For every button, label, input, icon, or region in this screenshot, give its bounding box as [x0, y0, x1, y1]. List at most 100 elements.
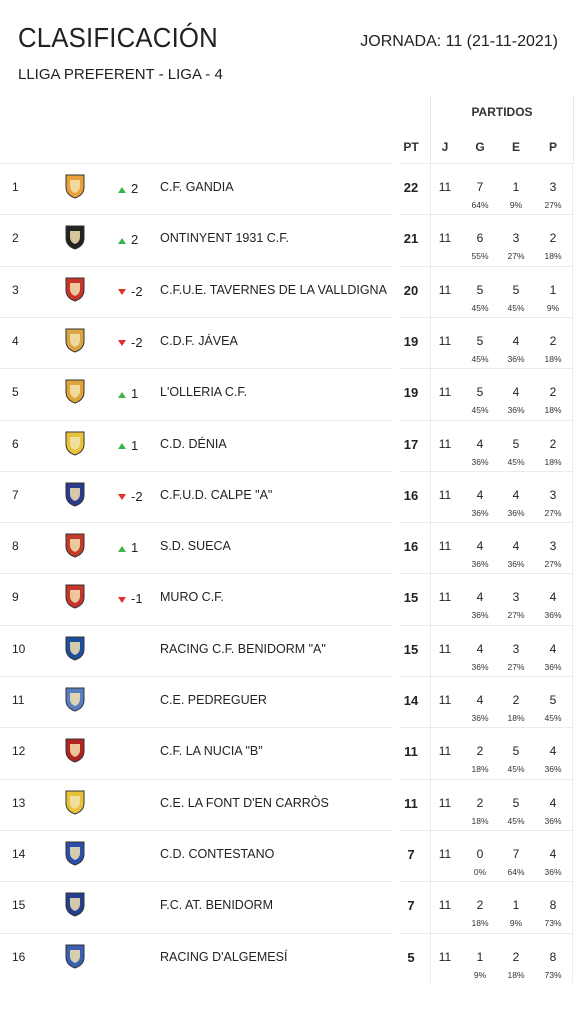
table-row[interactable]: 14 C.D. CONTESTANO 7 11 0 7 4 0% 64% 36% — [0, 829, 578, 881]
table-row[interactable]: 7 -2 C.F.U.D. CALPE "A" 16 11 4 4 3 36% 36% 27% — [0, 470, 578, 522]
table-row[interactable]: 12 C.F. LA NUCIA "B" 11 11 2 5 4 18% 45% 36% — [0, 727, 578, 778]
points-value: 11 — [404, 795, 418, 811]
drawn-value: 4 — [512, 487, 520, 502]
points-value: 20 — [403, 282, 419, 298]
won-percent: 36% — [471, 713, 489, 723]
lost-value: 3 — [549, 180, 557, 194]
team-name: ONTINYENT 1931 C.F. — [160, 231, 289, 246]
drawn-value: 5 — [512, 282, 520, 297]
table-row[interactable]: 3 -2 C.F.U.E. TAVERNES DE LA VALLDIGNA 20 11… — [0, 265, 578, 317]
position-change: -2 — [118, 284, 143, 299]
table-row[interactable]: 11 C.E. PEDREGUER 14 11 4 2 5 36% 18% 45% — [0, 676, 578, 727]
row-divider — [0, 470, 393, 472]
position-change: 1 — [118, 386, 138, 401]
table-row[interactable]: 6 1 C.D. DÉNIA 17 11 4 5 2 36% 45% 18% — [0, 419, 578, 471]
table-row[interactable]: 2 2 ONTINYENT 1931 C.F. 21 11 6 3 2 55% 27% 18% — [0, 214, 578, 265]
position-number: 11 — [12, 693, 25, 707]
team-name: C.E. LA FONT D'EN CARRÒS — [160, 795, 329, 810]
lost-percent: 36% — [544, 764, 562, 775]
table-row[interactable]: 9 -1 MURO C.F. 15 11 4 3 4 36% 27% 36% — [0, 573, 578, 624]
points-value: 16 — [403, 487, 419, 503]
won-value: 2 — [476, 898, 484, 913]
drawn-percent: 18% — [507, 713, 525, 723]
drawn-percent: 36% — [507, 353, 525, 364]
row-divider — [0, 676, 393, 677]
played-value: 11 — [438, 487, 452, 502]
table-row[interactable]: 13 C.E. LA FONT D'EN CARRÒS 11 11 2 5 4 18% 45% 3… — [0, 778, 578, 830]
position-number: 13 — [12, 795, 26, 810]
table-row[interactable]: 5 1 L'OLLERIA C.F. 19 11 5 4 2 45% 36% 18% — [0, 368, 578, 419]
won-value: 1 — [476, 949, 484, 964]
won-value: 4 — [476, 539, 484, 554]
team-name: C.D. CONTESTANO — [160, 846, 275, 861]
team-crest-icon — [63, 890, 87, 918]
team-crest-icon — [63, 172, 87, 200]
lost-percent: 18% — [544, 456, 562, 467]
row-divider — [0, 778, 393, 780]
drawn-value: 1 — [512, 898, 520, 913]
row-divider — [0, 522, 393, 524]
team-name: C.F. GANDIA — [160, 180, 234, 194]
position-number: 2 — [12, 231, 19, 246]
lost-value: 3 — [549, 539, 557, 554]
lost-percent: 36% — [544, 815, 562, 826]
row-divider — [400, 368, 572, 370]
partidos-label: PARTIDOS — [471, 105, 533, 119]
team-crest-icon — [63, 634, 87, 662]
lost-percent: 18% — [544, 405, 562, 416]
points-value: 14 — [403, 693, 419, 708]
position-change: 1 — [118, 540, 138, 555]
won-percent: 36% — [471, 559, 489, 570]
position-number: 15 — [12, 898, 26, 913]
points-value: 11 — [404, 744, 418, 760]
position-change-value: 1 — [131, 540, 139, 556]
table-row[interactable]: 4 -2 C.D.F. JÁVEA 19 11 5 4 2 45% 36% 18% — [0, 316, 578, 368]
won-value: 5 — [476, 333, 484, 348]
won-value: 2 — [476, 744, 484, 759]
lost-percent: 18% — [544, 353, 562, 364]
table-row[interactable]: 16 RACING D'ALGEMESÍ 5 11 1 2 8 9% 18% 73% — [0, 932, 578, 984]
table-row[interactable]: 15 F.C. AT. BENIDORM 7 11 2 1 8 18% 9% 73% — [0, 881, 578, 932]
team-name: C.D.F. JÁVEA — [160, 333, 238, 348]
played-value: 11 — [438, 590, 452, 605]
row-divider — [400, 881, 572, 883]
team-crest-icon — [63, 685, 87, 713]
won-value: 4 — [476, 590, 484, 605]
drawn-percent: 36% — [507, 559, 525, 570]
position-number: 12 — [12, 744, 26, 759]
position-number: 9 — [12, 590, 19, 605]
table-row[interactable]: 8 1 S.D. SUECA 16 11 4 4 3 36% 36% 27% — [0, 522, 578, 573]
points-value: 15 — [403, 641, 419, 657]
jornada-label: JORNADA: 11 (21-11-2021) — [360, 33, 558, 50]
points-value: 17 — [403, 436, 419, 452]
position-number: 7 — [12, 487, 19, 502]
won-percent: 18% — [471, 764, 489, 775]
points-value: 7 — [407, 846, 415, 862]
points-value: 15 — [403, 590, 419, 606]
row-divider — [0, 368, 393, 370]
table-row[interactable]: 10 RACING C.F. BENIDORM "A" 15 11 4 3 4 36% 27% 3… — [0, 624, 578, 676]
table-row[interactable]: 1 2 C.F. GANDIA 22 11 7 1 3 64% 9% 27% — [0, 163, 578, 214]
played-value: 11 — [438, 846, 452, 861]
lost-percent: 36% — [544, 610, 562, 621]
team-name: S.D. SUECA — [160, 539, 231, 554]
row-divider — [400, 470, 572, 472]
position-number: 16 — [12, 949, 26, 964]
played-value: 11 — [438, 231, 452, 246]
row-divider — [400, 163, 572, 164]
row-divider — [0, 214, 393, 216]
drawn-value: 5 — [512, 436, 520, 451]
won-percent: 45% — [471, 405, 489, 416]
drawn-value: 2 — [512, 949, 520, 964]
col-header-e: E — [511, 140, 520, 154]
row-divider — [0, 881, 393, 883]
lost-value: 8 — [549, 949, 557, 964]
row-divider — [0, 573, 393, 575]
col-header-g: G — [475, 140, 485, 154]
position-number: 4 — [12, 333, 19, 348]
position-change-value: -2 — [131, 283, 143, 299]
team-name: F.C. AT. BENIDORM — [160, 898, 273, 913]
won-value: 0 — [476, 846, 484, 861]
drawn-percent: 45% — [507, 302, 525, 313]
drawn-percent: 9% — [509, 918, 523, 929]
